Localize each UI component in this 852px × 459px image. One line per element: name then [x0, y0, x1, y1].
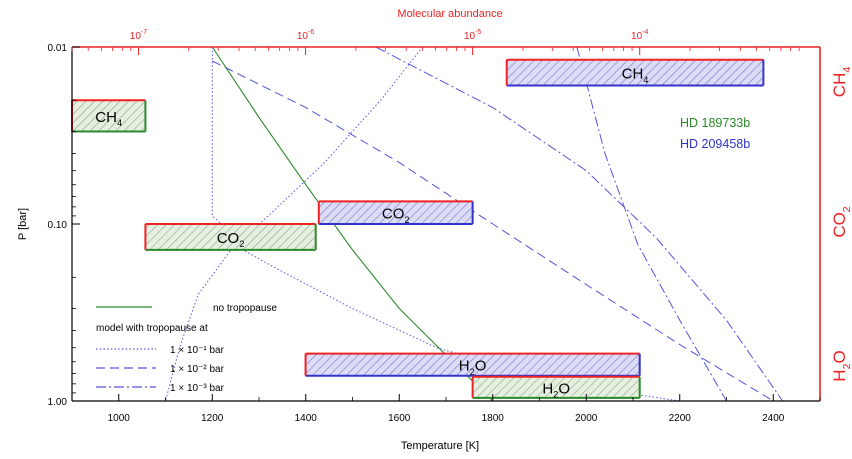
right-label-text: CO2 — [830, 206, 852, 238]
top-tick-label: 10-7 — [130, 29, 147, 42]
box-label: H2O — [542, 380, 570, 399]
x-tick-label: 1200 — [201, 413, 224, 424]
x-tick-label: 2400 — [762, 413, 785, 424]
x-axis-label: Temperature [K] — [401, 440, 479, 452]
x-tick-label: 1400 — [295, 413, 318, 424]
series-line-3 — [212, 60, 774, 402]
box-label: CH4 — [95, 109, 122, 128]
right-label-1: H2O — [830, 350, 852, 381]
x-tick-label: 1600 — [388, 413, 411, 424]
box-ch4-1: CH4 — [71, 99, 147, 133]
x-tick-label: 2000 — [575, 413, 598, 424]
box-label: CO2 — [217, 230, 245, 249]
legend-label-no-tropopause: no tropopause — [213, 303, 277, 314]
x-tick-label: 1000 — [108, 413, 131, 424]
legend-header: model with tropopause at — [96, 323, 208, 334]
box-co2-3: CO2 — [317, 200, 474, 225]
series-line-5 — [165, 46, 423, 402]
box-label: CO2 — [382, 206, 410, 225]
box-h2o-5: H2O — [304, 352, 641, 377]
y-tick-label: 1.00 — [48, 397, 68, 408]
box-fill — [472, 376, 640, 398]
abundance-boxes: CH4 CH4 CO2 CO2 H2O H2O — [71, 58, 765, 400]
box-label: H2O — [459, 358, 487, 377]
series-line-2 — [211, 47, 680, 402]
box-fill — [305, 353, 640, 376]
top-tick-label: 10-4 — [631, 29, 648, 42]
legend-label-2: 1 × 10⁻² bar — [170, 364, 225, 375]
top-axis-label: Molecular abundance — [397, 8, 502, 20]
top-tick-label: 10-6 — [297, 29, 314, 42]
top-tick-label: 10-5 — [464, 29, 481, 42]
planet-legend: HD 189733b HD 209458b — [680, 116, 750, 151]
right-label-text: H2O — [830, 350, 852, 381]
legend-label-1: 1 × 10⁻¹ bar — [170, 345, 225, 356]
box-label: CH4 — [622, 66, 649, 85]
right-label-3: CH4 — [830, 67, 852, 98]
box-fill — [72, 100, 146, 132]
box-h2o-6: H2O — [471, 375, 641, 400]
y-tick-label: 0.10 — [48, 220, 68, 231]
box-fill — [145, 224, 316, 250]
planet-legend-1: HD 189733b — [680, 116, 750, 130]
series-line-6 — [576, 46, 727, 402]
y-axis-label: P [bar] — [17, 208, 29, 240]
axis-labels: Temperature [K] P [bar] Molecular abunda… — [17, 8, 503, 452]
legend-label-3: 1 × 10⁻³ bar — [170, 383, 225, 394]
planet-legend-2: HD 209458b — [680, 137, 750, 151]
box-ch4-2: CH4 — [505, 58, 765, 87]
series-line-4 — [375, 46, 784, 402]
right-species-labels: H2O CO2 CH4 — [830, 67, 852, 382]
line-legend: no tropopause model with tropopause at 1 ×… — [96, 303, 277, 394]
box-fill — [506, 59, 764, 86]
box-fill — [318, 201, 473, 224]
right-label-2: CO2 — [830, 206, 852, 238]
y-tick-label: 0.01 — [48, 43, 68, 54]
x-tick-label: 2200 — [669, 413, 692, 424]
axes: 1000 1200 1400 1600 1800 2000 2200 2400 0.01 0.10… — [48, 29, 821, 424]
box-co2-4: CO2 — [144, 223, 317, 251]
x-tick-label: 1800 — [482, 413, 505, 424]
right-label-text: CH4 — [830, 67, 852, 98]
